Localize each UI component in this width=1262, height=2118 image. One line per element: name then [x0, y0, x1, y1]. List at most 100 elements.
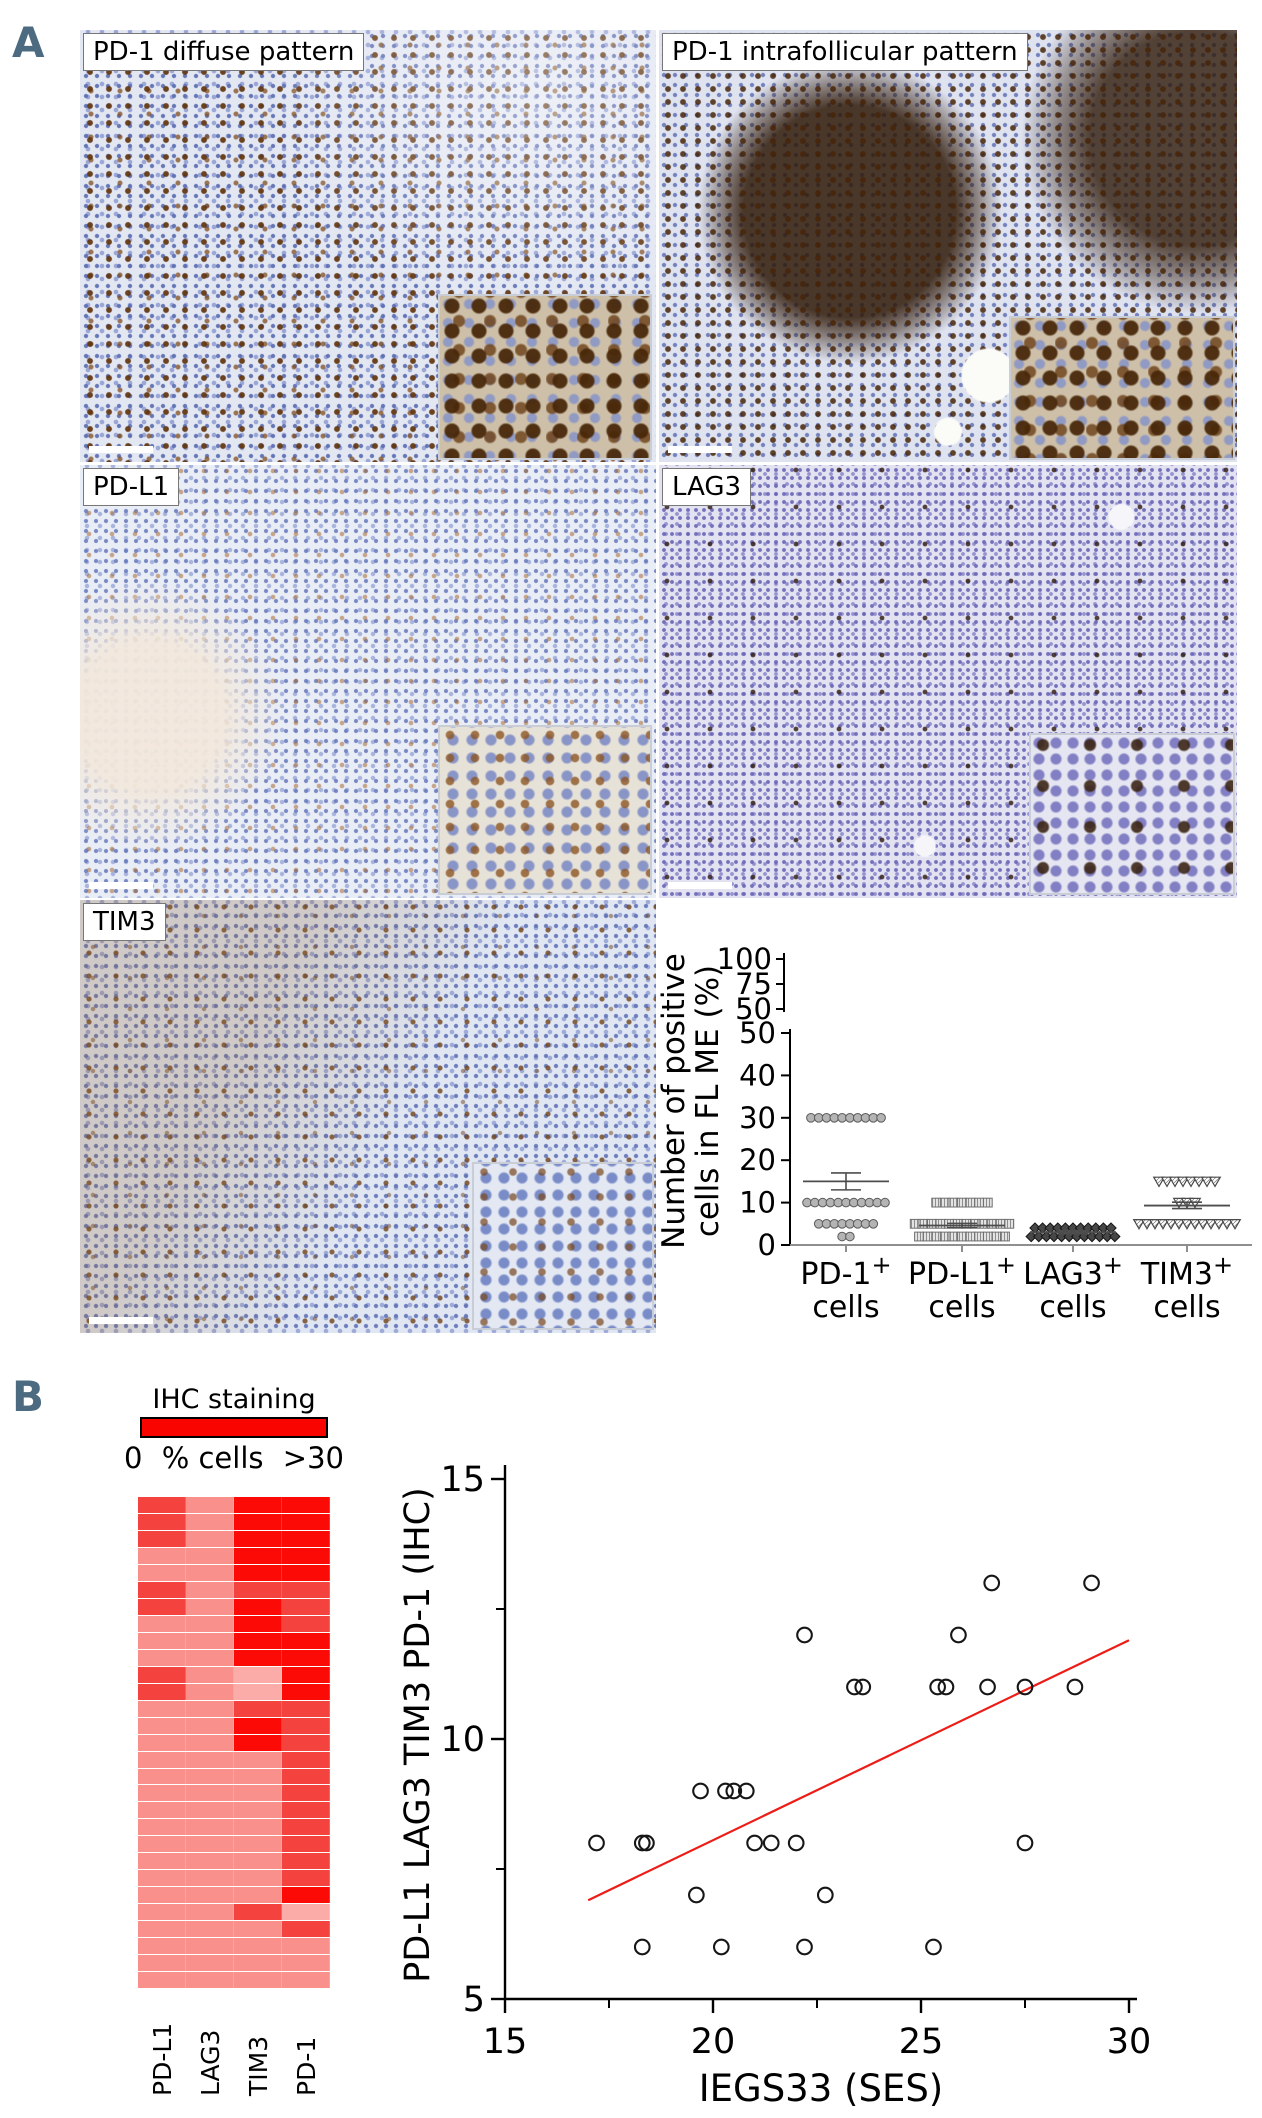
heatmap-row	[138, 1666, 330, 1684]
heatmap-cell	[282, 1938, 330, 1955]
heatmap-cell	[186, 1530, 234, 1547]
ihc-image-pd1-intrafollicular: PD-1 intrafollicular pattern	[659, 30, 1237, 462]
heatmap-cell	[234, 1751, 282, 1768]
svg-text:0: 0	[758, 1228, 776, 1262]
heatmap-cell	[234, 1836, 282, 1853]
heatmap-cell	[186, 1700, 234, 1717]
svg-text:10: 10	[440, 1720, 485, 1760]
heatmap-row	[138, 1921, 330, 1939]
heatmap-cell	[282, 1853, 330, 1870]
heatmap-cell	[186, 1581, 234, 1598]
heatmap-cell	[186, 1734, 234, 1751]
heatmap-row	[138, 1717, 330, 1735]
heatmap-cell	[282, 1785, 330, 1802]
heatmap-cell	[282, 1955, 330, 1972]
ihc-image-lag3: LAG3	[659, 465, 1237, 898]
heatmap-cell	[138, 1887, 186, 1904]
scatter-points	[588, 1574, 1100, 1956]
svg-text:cells: cells	[1039, 1290, 1106, 1325]
heatmap-legend-title: IHC staining	[152, 1384, 316, 1415]
heatmap-legend-colorbar	[140, 1417, 328, 1438]
ihc-label-pd1-intrafollicular: PD-1 intrafollicular pattern	[662, 33, 1028, 71]
heatmap-row	[138, 1819, 330, 1837]
svg-text:5: 5	[463, 1980, 485, 2020]
svg-text:40: 40	[739, 1058, 776, 1092]
heatmap-cell	[234, 1870, 282, 1887]
heatmap-row	[138, 1785, 330, 1803]
heatmap-cell	[138, 1649, 186, 1666]
ihc-inset-lag3	[1029, 733, 1235, 895]
heatmap-cell	[186, 1497, 234, 1513]
panel-a-label: A	[12, 18, 45, 67]
heatmap-cell	[234, 1497, 282, 1513]
heatmap-cell	[138, 1683, 186, 1700]
heatmap-cell	[186, 1513, 234, 1530]
heatmap-row	[138, 1547, 330, 1565]
heatmap-col-tim3: TIM3	[243, 2035, 273, 2096]
heatmap-cell	[234, 1819, 282, 1836]
heatmap-cell	[138, 1938, 186, 1955]
heatmap-cell	[138, 1666, 186, 1683]
svg-text:50: 50	[739, 1016, 776, 1050]
heatmap-cell	[234, 1955, 282, 1972]
heatmap-row	[138, 1836, 330, 1854]
svg-text:75: 75	[735, 967, 772, 1001]
heatmap-row	[138, 1751, 330, 1769]
heatmap-cell	[234, 1802, 282, 1819]
scale-bar	[89, 446, 153, 453]
heatmap-cell	[186, 1955, 234, 1972]
legend-min-label: 0	[124, 1441, 143, 1475]
heatmap-cell	[186, 1768, 234, 1785]
heatmap-cell	[186, 1615, 234, 1632]
heatmap-cell	[234, 1683, 282, 1700]
heatmap-cell	[138, 1853, 186, 1870]
heatmap-cell	[234, 1598, 282, 1615]
heatmap-cell	[282, 1581, 330, 1598]
heatmap-row	[138, 1870, 330, 1888]
svg-text:PD-L1 LAG3 TIM3 PD-1 (IHC): PD-L1 LAG3 TIM3 PD-1 (IHC)	[398, 1487, 438, 1983]
heatmap-cell	[138, 1870, 186, 1887]
ihc-image-pdl1: PD-L1	[80, 465, 656, 898]
heatmap-row	[138, 1700, 330, 1718]
svg-text:Number of positive: Number of positive	[656, 953, 692, 1249]
heatmap-cell	[186, 1802, 234, 1819]
svg-text:50: 50	[735, 992, 772, 1026]
heatmap-row	[138, 1497, 330, 1514]
heatmap-cell	[282, 1700, 330, 1717]
heatmap-cell	[138, 1972, 186, 1989]
ihc-inset-pd1-intrafollicular	[1009, 316, 1235, 460]
heatmap-row	[138, 1513, 330, 1531]
heatmap-cell	[282, 1632, 330, 1649]
heatmap-cell	[282, 1564, 330, 1581]
svg-text:20: 20	[691, 2022, 736, 2062]
heatmap-cell	[234, 1853, 282, 1870]
heatmap-cell	[234, 1972, 282, 1989]
ihc-image-pd1-diffuse: PD-1 diffuse pattern	[80, 30, 656, 462]
heatmap-cell	[234, 1904, 282, 1921]
heatmap-cell	[186, 1717, 234, 1734]
heatmap-cell	[282, 1683, 330, 1700]
heatmap-cell	[186, 1938, 234, 1955]
scale-bar	[89, 882, 153, 889]
heatmap-cell	[282, 1598, 330, 1615]
heatmap-cell	[138, 1632, 186, 1649]
heatmap-cell	[282, 1530, 330, 1547]
heatmap-row	[138, 1955, 330, 1973]
heatmap-cell	[186, 1564, 234, 1581]
heatmap-cell	[138, 1751, 186, 1768]
ihc-inset-pdl1	[438, 725, 652, 895]
heatmap-row	[138, 1768, 330, 1786]
ihc-label-pd1-diffuse: PD-1 diffuse pattern	[83, 33, 365, 71]
heatmap-row	[138, 1802, 330, 1820]
svg-text:PD-1+: PD-1+	[800, 1251, 891, 1292]
heatmap-cell	[138, 1785, 186, 1802]
ihc-inset-tim3	[472, 1162, 654, 1330]
ihc-label-pdl1: PD-L1	[83, 468, 180, 506]
heatmap-col-pdl1: PD-L1	[147, 2022, 177, 2096]
heatmap-cell	[138, 1734, 186, 1751]
heatmap-cell	[234, 1785, 282, 1802]
heatmap-cell	[234, 1581, 282, 1598]
heatmap-row	[138, 1887, 330, 1905]
heatmap-cell	[282, 1887, 330, 1904]
